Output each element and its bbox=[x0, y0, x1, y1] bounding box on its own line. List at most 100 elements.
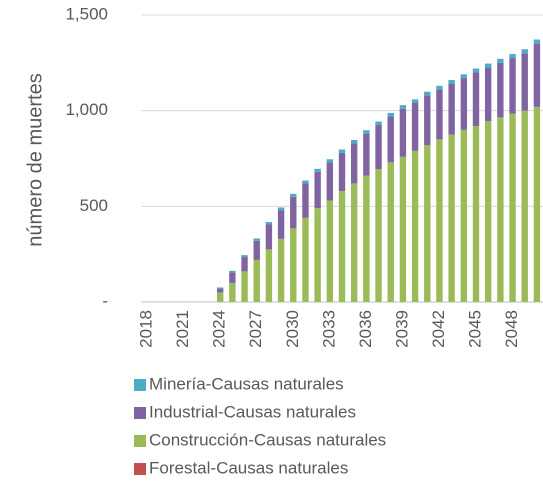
bar-segment bbox=[241, 257, 248, 272]
legend-label: Forestal-Causas naturales bbox=[149, 458, 348, 477]
bar-segment bbox=[424, 95, 431, 146]
y-tick-label: 1,000 bbox=[65, 100, 108, 119]
bar-segment bbox=[314, 171, 321, 209]
bar-segment bbox=[216, 288, 224, 293]
y-axis-title: número de muertes bbox=[24, 73, 46, 246]
bar-segment bbox=[460, 129, 468, 302]
x-tick-label: 2048 bbox=[502, 310, 521, 348]
bar-segment bbox=[411, 103, 419, 151]
x-tick-label: 2018 bbox=[137, 310, 156, 348]
legend-label: Industrial-Causas naturales bbox=[149, 402, 356, 421]
bar-segment bbox=[290, 228, 297, 302]
y-tick-label: 500 bbox=[80, 196, 108, 215]
bar-segment bbox=[265, 224, 273, 250]
bar-segment bbox=[241, 271, 248, 302]
bar-segment bbox=[387, 162, 394, 302]
bar-segment bbox=[338, 152, 346, 192]
bar-segment bbox=[350, 183, 358, 302]
bar-segment bbox=[350, 143, 358, 184]
bar-segment bbox=[363, 130, 370, 134]
bar-segment bbox=[399, 108, 407, 157]
legend-swatch bbox=[134, 407, 146, 419]
bar-segment bbox=[326, 159, 334, 163]
bar-segment bbox=[472, 125, 480, 303]
bar-segment bbox=[521, 53, 528, 111]
bar-segment bbox=[484, 67, 492, 122]
bar-segment bbox=[229, 270, 236, 273]
bar-segment bbox=[387, 112, 394, 117]
bar-segment bbox=[277, 207, 285, 211]
bar-segment bbox=[436, 85, 443, 90]
bar-segment bbox=[363, 175, 370, 302]
bar-segment bbox=[302, 217, 309, 302]
x-tick-label: 2039 bbox=[392, 310, 411, 348]
bar-segment bbox=[277, 210, 285, 239]
y-tick-label: - bbox=[102, 291, 108, 310]
bar-segment bbox=[497, 62, 504, 118]
legend-label: Minería-Causas naturales bbox=[149, 374, 344, 393]
bar-segment bbox=[533, 106, 541, 302]
bar-segment bbox=[338, 191, 346, 302]
bar-segment bbox=[424, 145, 431, 302]
bar-segment bbox=[521, 49, 528, 54]
x-tick-label: 2045 bbox=[465, 310, 484, 348]
y-tick-label: 1,500 bbox=[65, 4, 108, 23]
bar-segment bbox=[277, 238, 285, 302]
bar-segment bbox=[229, 282, 236, 302]
bar-segment bbox=[448, 83, 455, 135]
bar-segment bbox=[484, 63, 492, 68]
bar-segment bbox=[424, 91, 431, 96]
x-tick-label: 2027 bbox=[246, 310, 265, 348]
bar-segment bbox=[509, 113, 516, 302]
bar-segment bbox=[472, 68, 480, 73]
bar-segment bbox=[229, 272, 236, 283]
bar-segment bbox=[448, 134, 455, 302]
x-tick-label: 2024 bbox=[210, 310, 229, 348]
legend-label: Construcción-Causas naturales bbox=[149, 430, 386, 449]
bar-segment bbox=[387, 116, 394, 163]
bar-segment bbox=[497, 117, 504, 302]
bar-segment bbox=[497, 58, 504, 63]
bar-segment bbox=[448, 80, 455, 84]
legend-swatch bbox=[134, 463, 146, 475]
bar-segment bbox=[326, 200, 334, 302]
bar-segment bbox=[314, 208, 321, 302]
bar-segment bbox=[290, 193, 297, 197]
bar-segment bbox=[460, 74, 468, 79]
x-tick-label: 2021 bbox=[173, 310, 192, 348]
bar-segment bbox=[338, 149, 346, 153]
bar-segment bbox=[253, 240, 260, 260]
bar-segment bbox=[350, 139, 358, 144]
bar-segment bbox=[363, 133, 370, 176]
bar-segment bbox=[265, 249, 273, 302]
x-tick-label: 2030 bbox=[283, 310, 302, 348]
bar-segment bbox=[375, 125, 382, 170]
bar-segment bbox=[436, 89, 443, 140]
bar-segment bbox=[253, 259, 260, 302]
bar-segment bbox=[460, 78, 468, 130]
x-tick-label: 2036 bbox=[356, 310, 375, 348]
bar-segment bbox=[375, 121, 382, 126]
bar-segment bbox=[411, 150, 419, 302]
bar-segment bbox=[302, 183, 309, 218]
bar-segment bbox=[399, 156, 407, 302]
bar-segment bbox=[265, 222, 273, 225]
x-tick-label: 2033 bbox=[319, 310, 338, 348]
bar-segment bbox=[326, 162, 334, 201]
legend-swatch bbox=[134, 435, 146, 447]
bar-segment bbox=[484, 121, 492, 302]
bar-segment bbox=[314, 168, 321, 172]
bar-segment bbox=[399, 105, 407, 109]
bar-segment bbox=[533, 39, 541, 44]
bar-segment bbox=[411, 99, 419, 104]
bar-segment bbox=[216, 292, 224, 302]
legend-swatch bbox=[134, 379, 146, 391]
bar-segment bbox=[436, 139, 443, 302]
bar-segment bbox=[241, 255, 248, 258]
bar-segment bbox=[216, 287, 224, 289]
bar-segment bbox=[509, 54, 516, 59]
bar-segment bbox=[253, 238, 260, 241]
bar-segment bbox=[302, 180, 309, 184]
bar-segment bbox=[509, 58, 516, 114]
